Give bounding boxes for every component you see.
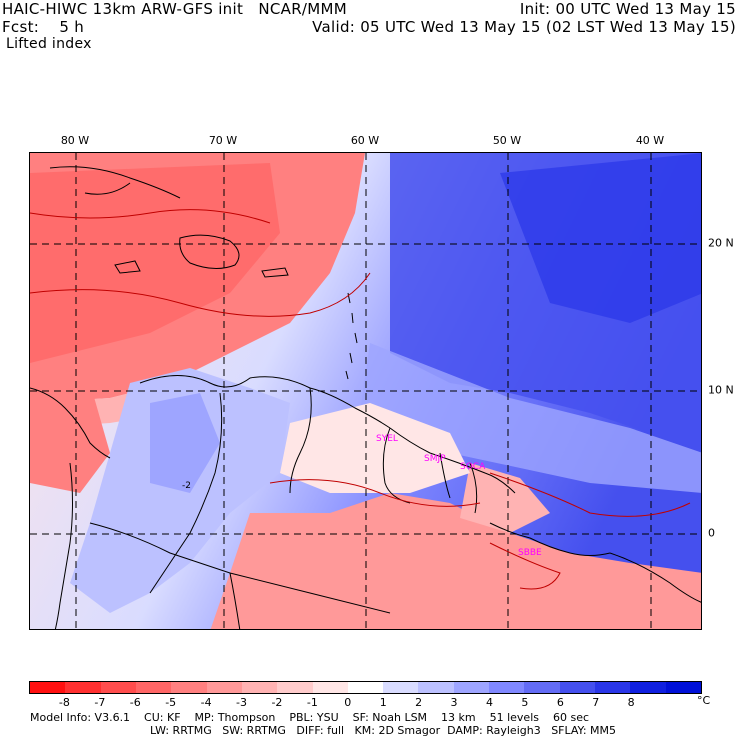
colorbar-unit: °C — [697, 694, 711, 707]
valid-time: Valid: 05 UTC Wed 13 May 15 (02 LST Wed … — [312, 18, 736, 36]
colorbar — [29, 681, 702, 694]
lifted-index-map: -2 SYEL SMJP SOCA SBBE — [29, 152, 702, 630]
colorbar-tick-label: 4 — [485, 696, 493, 709]
colorbar-tick-label: -1 — [306, 696, 318, 709]
lon-label-60w: 60 W — [350, 134, 380, 147]
colorbar-swatch — [312, 682, 348, 693]
coastlines — [30, 166, 701, 629]
instability-core — [30, 163, 280, 363]
lon-label-50w: 50 W — [492, 134, 522, 147]
land-light-interior — [280, 403, 470, 493]
colorbar-swatch — [418, 682, 454, 693]
land-red-guyana — [460, 463, 550, 533]
lat-label-10n: 10 N — [708, 383, 734, 397]
colorbar-swatch — [665, 682, 701, 693]
lat-label-20n: 20 N — [708, 236, 734, 250]
station-label-soca: SOCA — [460, 462, 486, 472]
station-label-syel: SYEL — [376, 434, 398, 444]
colorbar-tick-label: -5 — [165, 696, 177, 709]
colorbar-tick-label: 1 — [379, 696, 387, 709]
colorbar-tick-label: -8 — [58, 696, 70, 709]
colorbar-swatch — [241, 682, 278, 693]
land-red-amazon — [210, 493, 701, 629]
colorbar-swatch — [595, 682, 631, 693]
station-label-sbbe: SBBE — [518, 548, 542, 558]
colorbar-swatch — [206, 682, 242, 693]
land-blue-patch — [150, 393, 220, 493]
colorbar-swatch — [383, 682, 419, 693]
colorbar-swatch — [559, 682, 595, 693]
colorbar-swatch — [135, 682, 172, 693]
colorbar-tick-label: 6 — [556, 696, 564, 709]
station-label-smjp: SMJP — [424, 454, 446, 464]
model-info-line2: LW: RRTMG SW: RRTMG DIFF: full KM: 2D Sm… — [150, 724, 616, 737]
colorbar-swatch — [489, 682, 525, 693]
moderate-stability-band — [360, 343, 701, 493]
colorbar-tick-label: 3 — [450, 696, 458, 709]
model-title: HAIC-HIWC 13km ARW-GFS init NCAR/MMM — [2, 0, 348, 18]
colorbar-swatch — [453, 682, 490, 693]
colorbar-tick-label: -4 — [200, 696, 212, 709]
lon-label-40w: 40 W — [635, 134, 665, 147]
contour-label: -2 — [182, 481, 191, 491]
init-time: Init: 00 UTC Wed 13 May 15 — [519, 0, 736, 18]
colorbar-tick-label: 2 — [415, 696, 423, 709]
lon-label-70w: 70 W — [208, 134, 238, 147]
colorbar-swatch — [65, 682, 101, 693]
colorbar-tick-label: -7 — [94, 696, 106, 709]
colorbar-swatch — [100, 682, 136, 693]
forecast-hour: Fcst: 5 h — [2, 18, 85, 36]
land-red-pacific — [30, 383, 110, 493]
colorbar-swatch — [524, 682, 560, 693]
lat-label-0: 0 — [708, 526, 715, 540]
colorbar-tick-label: -2 — [271, 696, 283, 709]
field-name: Lifted index — [6, 36, 92, 52]
colorbar-swatch — [171, 682, 207, 693]
colorbar-tick-label: 7 — [592, 696, 600, 709]
colorbar-tick-label: 0 — [344, 696, 352, 709]
colorbar-tick-label: 8 — [627, 696, 635, 709]
colorbar-tick-label: -6 — [129, 696, 141, 709]
colorbar-swatch — [630, 682, 666, 693]
colorbar-tick-label: 5 — [521, 696, 529, 709]
contours — [30, 209, 691, 590]
model-info-line1: Model Info: V3.6.1 CU: KF MP: Thompson P… — [30, 711, 590, 724]
colorbar-swatch — [347, 682, 384, 693]
colorbar-swatch — [30, 682, 66, 693]
colorbar-swatch — [277, 682, 313, 693]
colorbar-tick-label: -3 — [236, 696, 247, 709]
lon-label-80w: 80 W — [60, 134, 90, 147]
